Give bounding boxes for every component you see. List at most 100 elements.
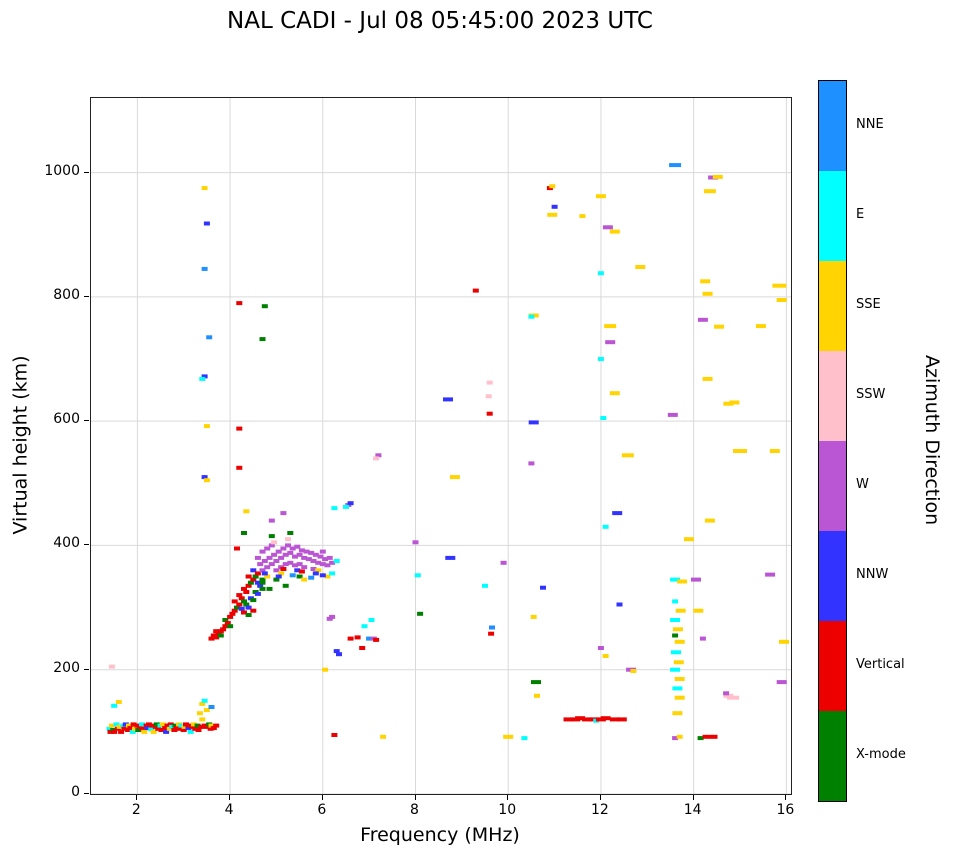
data-point	[287, 550, 294, 555]
data-point	[250, 568, 257, 573]
data-point	[602, 654, 609, 658]
data-point	[595, 194, 606, 199]
data-point	[106, 726, 113, 731]
data-point	[675, 608, 686, 613]
data-point	[111, 729, 118, 734]
data-point	[597, 357, 604, 361]
data-point	[443, 397, 453, 402]
data-point	[669, 163, 682, 168]
y-tick-mark	[84, 295, 89, 297]
data-point	[148, 727, 155, 732]
data-point	[145, 722, 152, 727]
data-point	[268, 534, 275, 539]
data-point	[208, 636, 215, 641]
colorbar-label: E	[856, 207, 865, 222]
data-point	[186, 723, 193, 728]
data-point	[772, 283, 787, 288]
data-point	[127, 726, 134, 731]
data-point	[243, 590, 250, 594]
data-point	[521, 736, 528, 741]
data-point	[674, 639, 685, 644]
data-point	[259, 577, 266, 582]
data-point	[674, 695, 685, 700]
data-point	[201, 475, 208, 480]
data-point	[597, 646, 604, 650]
colorbar-segment-ssw	[819, 351, 846, 441]
data-point	[672, 736, 679, 741]
colorbar-segment-vertical	[819, 621, 846, 711]
x-tick-label: 12	[591, 802, 609, 818]
x-tick-mark	[136, 795, 138, 800]
data-point	[203, 724, 210, 729]
x-tick-label: 6	[317, 802, 327, 818]
data-point	[213, 723, 220, 728]
data-point	[185, 726, 192, 731]
data-point	[194, 723, 201, 728]
data-point	[674, 677, 685, 681]
colorbar-label: X-mode	[856, 747, 906, 762]
data-point	[227, 624, 234, 629]
data-point	[329, 614, 336, 619]
data-point	[294, 568, 301, 573]
plot-area	[90, 97, 792, 795]
data-point	[238, 606, 245, 611]
data-point	[266, 586, 273, 591]
data-point	[250, 608, 257, 613]
data-point	[261, 304, 268, 309]
data-point	[711, 734, 718, 739]
data-point	[153, 722, 160, 727]
data-point	[733, 449, 747, 453]
data-point	[312, 552, 319, 557]
data-point	[241, 610, 247, 615]
data-point	[144, 726, 151, 731]
data-point	[333, 649, 340, 654]
x-tick-mark	[229, 795, 231, 800]
data-point	[164, 723, 171, 728]
data-point	[616, 602, 623, 607]
data-point	[158, 728, 165, 732]
colorbar-label: W	[856, 477, 869, 492]
data-point	[776, 298, 787, 302]
data-point	[268, 518, 275, 523]
data-point	[190, 722, 197, 727]
data-point	[331, 733, 338, 737]
data-point	[412, 540, 419, 545]
data-point	[368, 618, 375, 622]
data-point	[245, 583, 252, 588]
data-point	[697, 736, 704, 741]
data-point	[118, 729, 125, 734]
data-point	[121, 726, 128, 731]
data-point	[482, 583, 488, 588]
colorbar-label: NNE	[856, 117, 884, 132]
data-point	[600, 416, 607, 420]
data-point	[319, 562, 326, 567]
colorbar-segment-sse	[819, 261, 846, 351]
data-point	[135, 728, 142, 732]
data-point	[180, 728, 187, 732]
data-point	[241, 586, 247, 591]
colorbar-title-wrap: Azimuth Direction	[912, 80, 952, 800]
data-point	[167, 722, 174, 727]
data-point	[208, 705, 215, 709]
y-tick-label: 400	[53, 535, 80, 552]
x-tick-label: 14	[683, 802, 702, 818]
data-point	[702, 291, 713, 296]
data-point	[259, 586, 266, 591]
data-point	[703, 189, 716, 194]
data-point	[207, 726, 214, 731]
data-point	[417, 611, 424, 616]
data-point	[220, 627, 227, 632]
data-point	[343, 504, 349, 509]
data-point	[336, 652, 342, 657]
data-point	[236, 593, 243, 598]
data-point	[111, 703, 118, 708]
data-point	[769, 449, 780, 453]
data-point	[159, 722, 166, 727]
data-point	[245, 605, 252, 610]
data-point	[122, 722, 129, 727]
x-axis-label: Frequency (MHz)	[360, 824, 520, 846]
data-point	[292, 563, 298, 568]
data-point	[308, 575, 315, 580]
colorbar-label: SSW	[856, 387, 886, 402]
data-point	[136, 724, 143, 729]
